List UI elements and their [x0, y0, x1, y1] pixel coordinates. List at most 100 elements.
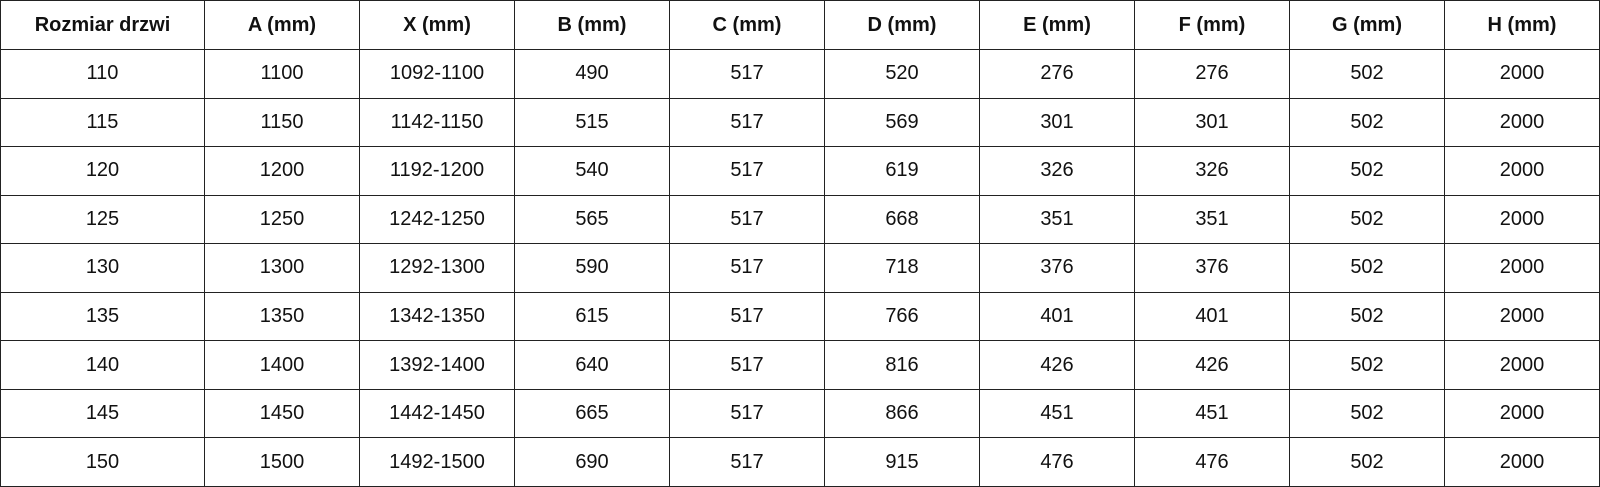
table-cell: 1442-1450 [359, 388, 515, 439]
table-cell: 1142-1150 [359, 97, 515, 148]
table-cell: 490 [514, 49, 670, 99]
table-cell: 1200 [204, 146, 360, 196]
table-cell: 135 [0, 291, 205, 342]
table-cell: 401 [1134, 291, 1290, 342]
table-cell: 2000 [1444, 291, 1600, 342]
table-cell: 502 [1289, 388, 1445, 439]
table-row: 135 1350 1342-1350 615 517 766 401 401 502 2000 [0, 291, 1600, 342]
table-cell: 1092-1100 [359, 49, 515, 99]
table-cell: 351 [1134, 194, 1290, 245]
table-cell: 615 [514, 291, 670, 342]
table-cell: 1500 [204, 437, 360, 487]
table-cell: 668 [824, 194, 980, 245]
table-cell: 517 [669, 194, 825, 245]
table-cell: 301 [1134, 97, 1290, 148]
table-cell: 1300 [204, 243, 360, 293]
column-header: B (mm) [514, 0, 670, 50]
table-cell: 276 [1134, 49, 1290, 99]
table-cell: 2000 [1444, 146, 1600, 196]
table-row: 140 1400 1392-1400 640 517 816 426 426 502 2000 [0, 340, 1600, 390]
table-row: 110 1100 1092-1100 490 517 520 276 276 502 2000 [0, 49, 1600, 99]
table-cell: 140 [0, 340, 205, 390]
table-cell: 326 [1134, 146, 1290, 196]
table-cell: 502 [1289, 97, 1445, 148]
table-cell: 590 [514, 243, 670, 293]
table-cell: 145 [0, 388, 205, 439]
table-cell: 1392-1400 [359, 340, 515, 390]
table-cell: 517 [669, 146, 825, 196]
column-header: C (mm) [669, 0, 825, 50]
table-row: 150 1500 1492-1500 690 517 915 476 476 502 2000 [0, 437, 1600, 487]
table-cell: 1350 [204, 291, 360, 342]
table-cell: 276 [979, 49, 1135, 99]
table-row: 130 1300 1292-1300 590 517 718 376 376 502 2000 [0, 243, 1600, 293]
table-cell: 1250 [204, 194, 360, 245]
table-cell: 120 [0, 146, 205, 196]
table-cell: 665 [514, 388, 670, 439]
header-row: Rozmiar drzwi A (mm) X (mm) B (mm) C (mm) D (… [0, 0, 1600, 50]
table-cell: 2000 [1444, 340, 1600, 390]
table-cell: 1400 [204, 340, 360, 390]
table-cell: 515 [514, 97, 670, 148]
column-header: X (mm) [359, 0, 515, 50]
table-cell: 426 [979, 340, 1135, 390]
table-cell: 517 [669, 388, 825, 439]
table-cell: 640 [514, 340, 670, 390]
table-cell: 517 [669, 437, 825, 487]
table-cell: 351 [979, 194, 1135, 245]
table-cell: 569 [824, 97, 980, 148]
table-cell: 451 [1134, 388, 1290, 439]
table-cell: 816 [824, 340, 980, 390]
table-cell: 1342-1350 [359, 291, 515, 342]
table-cell: 502 [1289, 49, 1445, 99]
table-cell: 115 [0, 97, 205, 148]
table-cell: 1450 [204, 388, 360, 439]
table-cell: 1100 [204, 49, 360, 99]
table-cell: 2000 [1444, 388, 1600, 439]
table-cell: 502 [1289, 243, 1445, 293]
table-cell: 517 [669, 49, 825, 99]
table-cell: 502 [1289, 291, 1445, 342]
table-cell: 426 [1134, 340, 1290, 390]
table-cell: 326 [979, 146, 1135, 196]
table-cell: 502 [1289, 146, 1445, 196]
table-cell: 1242-1250 [359, 194, 515, 245]
table-row: 125 1250 1242-1250 565 517 668 351 351 502 2000 [0, 194, 1600, 245]
column-header: D (mm) [824, 0, 980, 50]
column-header: H (mm) [1444, 0, 1600, 50]
table-cell: 565 [514, 194, 670, 245]
table-cell: 150 [0, 437, 205, 487]
table-cell: 520 [824, 49, 980, 99]
table-cell: 2000 [1444, 49, 1600, 99]
table-cell: 517 [669, 243, 825, 293]
table-cell: 1150 [204, 97, 360, 148]
table-cell: 376 [979, 243, 1135, 293]
table-cell: 517 [669, 291, 825, 342]
table-cell: 502 [1289, 340, 1445, 390]
column-header: A (mm) [204, 0, 360, 50]
table-row: 115 1150 1142-1150 515 517 569 301 301 502 2000 [0, 97, 1600, 148]
column-header: F (mm) [1134, 0, 1290, 50]
table-cell: 502 [1289, 194, 1445, 245]
table-cell: 2000 [1444, 437, 1600, 487]
table-cell: 130 [0, 243, 205, 293]
column-header: Rozmiar drzwi [0, 0, 205, 50]
table-cell: 866 [824, 388, 980, 439]
table-cell: 517 [669, 97, 825, 148]
table-cell: 766 [824, 291, 980, 342]
table-cell: 376 [1134, 243, 1290, 293]
table-cell: 125 [0, 194, 205, 245]
table-cell: 718 [824, 243, 980, 293]
table-cell: 2000 [1444, 194, 1600, 245]
table-cell: 2000 [1444, 243, 1600, 293]
table-cell: 915 [824, 437, 980, 487]
table-cell: 502 [1289, 437, 1445, 487]
table-cell: 619 [824, 146, 980, 196]
table-cell: 517 [669, 340, 825, 390]
table-cell: 540 [514, 146, 670, 196]
table-cell: 2000 [1444, 97, 1600, 148]
table-cell: 1192-1200 [359, 146, 515, 196]
table-cell: 301 [979, 97, 1135, 148]
table-row: 145 1450 1442-1450 665 517 866 451 451 502 2000 [0, 388, 1600, 439]
